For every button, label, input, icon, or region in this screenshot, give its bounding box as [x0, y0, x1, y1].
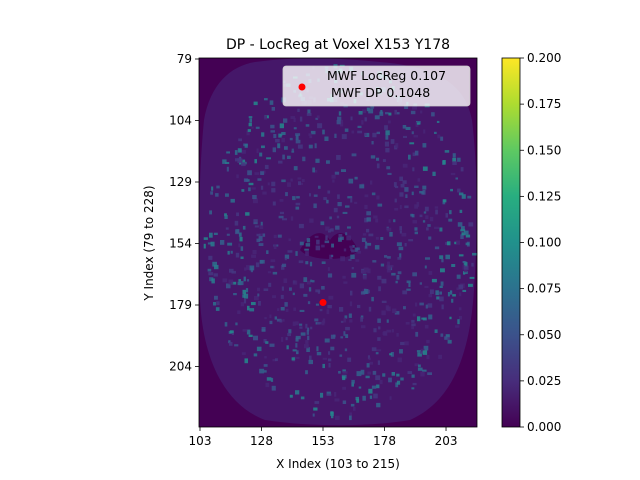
chart-title: DP - LocReg at Voxel X153 Y178	[226, 37, 450, 53]
colorbar-tick-label: 0.150	[527, 143, 561, 157]
x-tick-label: 178	[373, 434, 396, 448]
plot-frame	[198, 57, 478, 428]
x-axis-label: X Index (103 to 215)	[276, 457, 400, 471]
colorbar-tick-label: 0.200	[527, 51, 561, 65]
y-tick-label: 179	[169, 298, 192, 312]
y-axis: 79 104 129 154 179 204	[169, 52, 199, 374]
x-tick-label: 103	[189, 434, 212, 448]
y-tick-label: 129	[169, 175, 192, 189]
legend-box	[282, 65, 471, 107]
colorbar-tick-label: 0.125	[527, 189, 561, 203]
x-tick-label: 203	[435, 434, 458, 448]
x-axis: 103 128 153 178 203	[189, 427, 458, 448]
legend: MWF LocReg 0.107 MWF DP 0.1048	[282, 65, 471, 107]
colorbar-tick-label: 0.075	[527, 282, 561, 296]
y-tick-label: 204	[169, 360, 192, 374]
colorbar-gradient	[501, 57, 521, 428]
voxel-marker	[319, 299, 327, 307]
colorbar-ticks: 0.000 0.025 0.050 0.075 0.100 0.125 0.150 0.175…	[520, 51, 561, 434]
legend-line-1: MWF LocReg 0.107	[327, 68, 446, 83]
legend-line-2: MWF DP 0.1048	[327, 85, 430, 100]
x-tick-label: 153	[312, 434, 335, 448]
colorbar-tick-label: 0.025	[527, 374, 561, 388]
y-axis-label: Y Index (79 to 228)	[142, 185, 156, 301]
y-tick-label: 79	[177, 52, 192, 66]
colorbar-tick-label: 0.000	[527, 420, 561, 434]
y-tick-label: 104	[169, 114, 192, 128]
colorbar: 0.000 0.025 0.050 0.075 0.100 0.125 0.150 0.175…	[501, 51, 561, 434]
tissue-texture	[203, 64, 477, 421]
y-tick-label: 154	[169, 237, 192, 251]
colorbar-tick-label: 0.175	[527, 97, 561, 111]
colorbar-tick-label: 0.050	[527, 328, 561, 342]
x-tick-label: 128	[250, 434, 273, 448]
heatmap-image	[199, 58, 477, 427]
legend-marker	[298, 83, 306, 91]
colorbar-tick-label: 0.100	[527, 236, 561, 250]
